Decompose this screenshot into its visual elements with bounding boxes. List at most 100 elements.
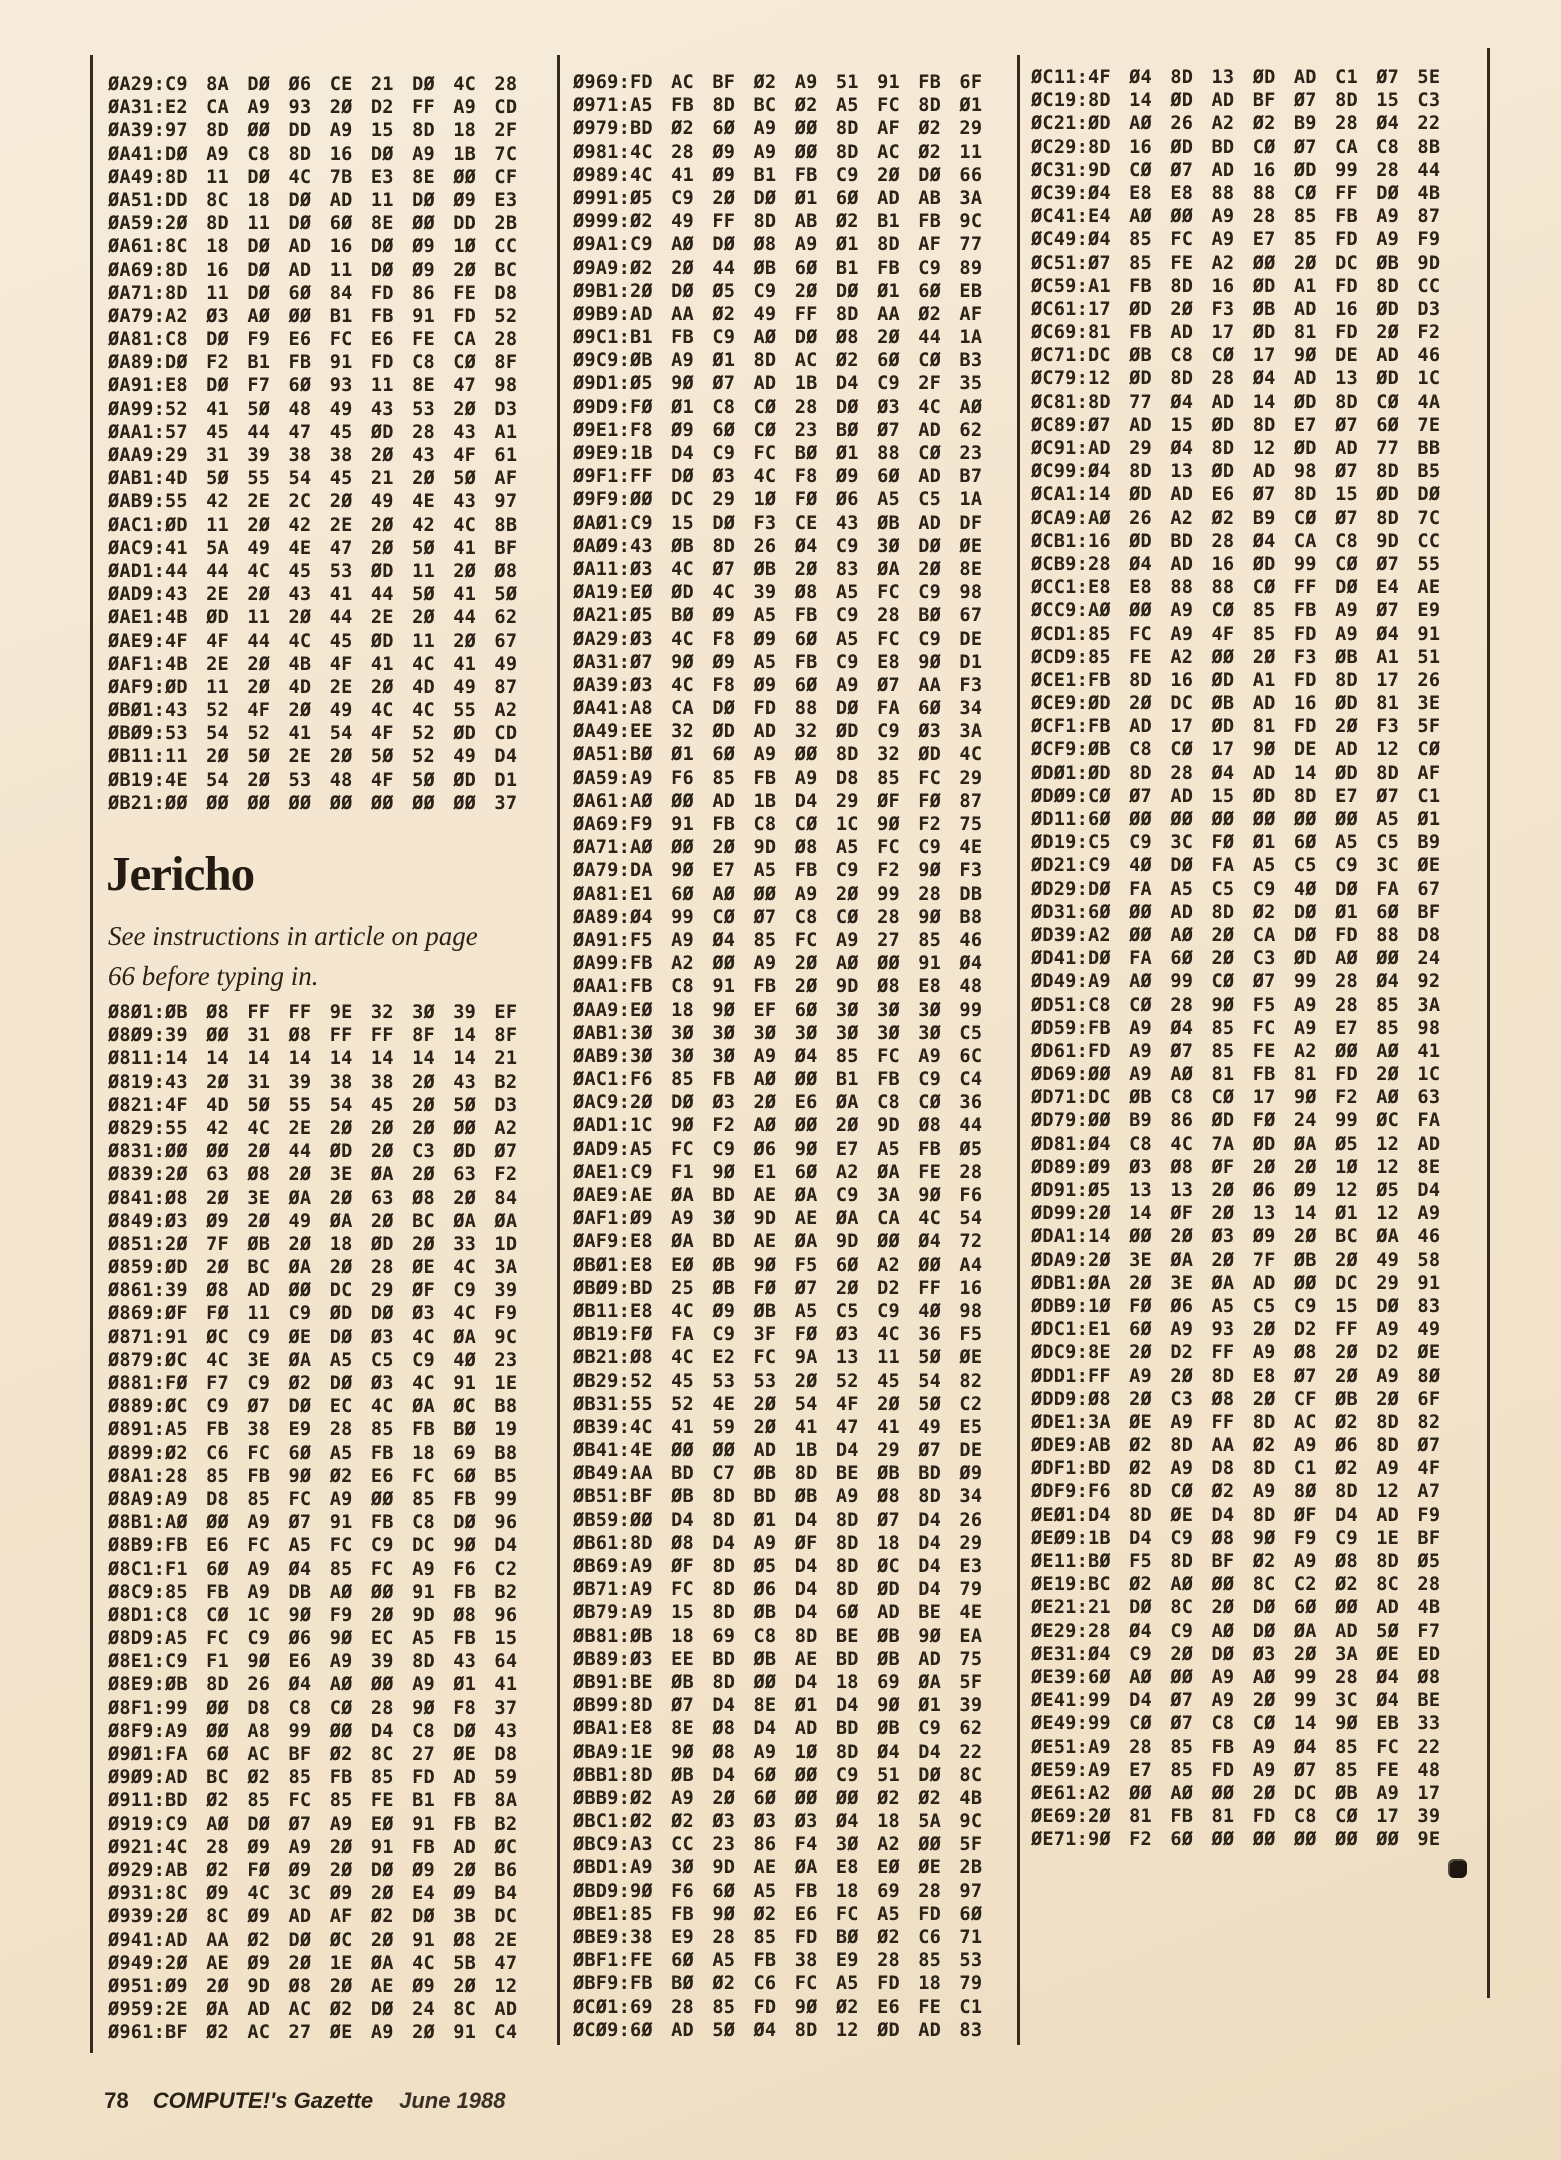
code-line: Ø9C9:ØB A9 Ø1 8D AC Ø2 6Ø CØ B3 xyxy=(573,350,983,372)
code-line: ØC91:AD 29 Ø4 8D 12 ØD AD 77 BB xyxy=(1031,438,1441,459)
code-line: ØC19:8D 14 ØD AD BF Ø7 8D 15 C3 xyxy=(1031,90,1441,112)
code-line: Ø9B1:2Ø DØ Ø5 C9 2Ø DØ Ø1 6Ø EB xyxy=(573,280,983,302)
code-line: ØAF1:Ø9 A9 3Ø 9D AE ØA CA 4C 54 xyxy=(573,1208,983,1230)
code-line: ØB59:ØØ D4 8D Ø1 D4 8D Ø7 D4 26 xyxy=(573,1509,983,1531)
code-line: ØDC9:8E 2Ø D2 FF A9 Ø8 2Ø D2 ØE xyxy=(1031,1342,1441,1364)
code-line: ØAD9:A5 FC C9 Ø6 9Ø E7 A5 FB Ø5 xyxy=(573,1138,983,1160)
code-line: ØB11:11 2Ø 5Ø 2E 2Ø 5Ø 52 49 D4 xyxy=(108,746,518,768)
code-line: ØAB1:4D 5Ø 55 54 45 21 2Ø 5Ø AF xyxy=(108,468,518,490)
code-line: ØDE1:3A ØE A9 FF 8D AC Ø2 8D 82 xyxy=(1031,1411,1441,1433)
code-line: Ø869:ØF FØ 11 C9 ØD DØ Ø3 4C F9 xyxy=(108,1303,518,1325)
code-line: ØCØ1:69 28 85 FD 9Ø Ø2 E6 FE C1 xyxy=(573,1996,983,2018)
code-line: Ø899:Ø2 C6 FC 6Ø A5 FB 18 69 B8 xyxy=(108,1442,518,1464)
code-line: Ø921:4C 28 Ø9 A9 2Ø 91 FB AD ØC xyxy=(108,1836,518,1858)
code-line: Ø9A9:Ø2 2Ø 44 ØB 6Ø B1 FB C9 89 xyxy=(573,257,983,279)
code-line: ØDØ1:ØD 8D 28 Ø4 AD 14 ØD 8D AF xyxy=(1031,762,1441,784)
code-line: ØE49:99 CØ Ø7 C8 CØ 14 9Ø EB 33 xyxy=(1031,1713,1441,1735)
page-footer: 78 COMPUTE!'s Gazette June 1988 xyxy=(92,2062,505,2114)
code-line: ØD69:ØØ A9 AØ 81 FB 81 FD 2Ø 1C xyxy=(1031,1064,1441,1086)
code-line: Ø8A9:A9 D8 85 FC A9 ØØ 85 FB 99 xyxy=(108,1488,518,1510)
code-line: ØBD9:9Ø F6 6Ø A5 FB 18 69 28 97 xyxy=(573,1880,983,1902)
code-line: Ø841:Ø8 2Ø 3E ØA 2Ø 63 Ø8 2Ø 84 xyxy=(108,1187,518,1209)
code-line: Ø979:BD Ø2 6Ø A9 ØØ 8D AF Ø2 29 xyxy=(573,118,983,140)
code-line: ØB41:4E ØØ ØØ AD 1B D4 29 Ø7 DE xyxy=(573,1440,983,1462)
left-column-rule xyxy=(90,55,93,2053)
code-line: Ø961:BF Ø2 AC 27 ØE A9 2Ø 91 C4 xyxy=(108,2022,518,2044)
code-line: ØBØ1:43 52 4F 2Ø 49 4C 4C 55 A2 xyxy=(108,700,518,722)
code-line: ØB51:BF ØB 8D BD ØB A9 Ø8 8D 34 xyxy=(573,1486,983,1508)
code-line: ØBB1:8D ØB D4 6Ø ØØ C9 51 DØ 8C xyxy=(573,1764,983,1786)
code-line: Ø9B9:AD AA Ø2 49 FF 8D AA Ø2 AF xyxy=(573,303,983,325)
code-line: ØBE9:38 E9 28 85 FD BØ Ø2 C6 71 xyxy=(573,1927,983,1948)
hex-listing-column1-top: ØA29:C9 8A DØ Ø6 CE 21 DØ 4C 28 ØA31:E2 C… xyxy=(108,73,517,815)
code-line: ØA61:AØ ØØ AD 1B D4 29 ØF FØ 87 xyxy=(573,790,983,812)
code-line: ØD51:C8 CØ 28 9Ø F5 A9 28 85 3A xyxy=(1031,994,1441,1016)
code-line: ØDC1:E1 6Ø A9 93 2Ø D2 FF A9 49 xyxy=(1031,1319,1441,1341)
code-line: ØC49:Ø4 85 FC A9 E7 85 FD A9 F9 xyxy=(1031,229,1441,251)
middle-column-rule-2 xyxy=(1017,55,1020,2045)
code-line: Ø881:FØ F7 C9 Ø2 DØ Ø3 4C 91 1E xyxy=(108,1373,518,1394)
code-line: ØDØ9:CØ Ø7 AD 15 ØD 8D E7 Ø7 C1 xyxy=(1031,785,1441,807)
code-line: ØD89:Ø9 Ø3 Ø8 ØF 2Ø 2Ø 1Ø 12 8E xyxy=(1031,1156,1441,1178)
code-line: Ø839:2Ø 63 Ø8 2Ø 3E ØA 2Ø 63 F2 xyxy=(108,1164,518,1186)
code-line: ØA51:DD 8C 18 DØ AD 11 DØ Ø9 E3 xyxy=(108,189,518,211)
code-line: ØA49:EE 32 ØD AD 32 ØD C9 Ø3 3A xyxy=(573,721,983,743)
code-line: ØCF1:FB AD 17 ØD 81 FD 2Ø F3 5F xyxy=(1031,716,1441,738)
code-line: Ø8A1:28 85 FB 9Ø Ø2 E6 FC 6Ø B5 xyxy=(108,1465,518,1487)
code-line: ØD41:DØ FA 6Ø 2Ø C3 ØD AØ ØØ 24 xyxy=(1031,948,1441,970)
code-line: ØAF9:E8 ØA BD AE ØA 9D ØØ Ø4 72 xyxy=(573,1231,983,1253)
code-line: ØB91:BE ØB 8D ØØ D4 18 69 ØA 5F xyxy=(573,1671,983,1693)
code-line: ØE51:A9 28 85 FB A9 Ø4 85 FC 22 xyxy=(1031,1736,1441,1758)
code-line: ØA69:8D 16 DØ AD 11 DØ Ø9 2Ø BC xyxy=(108,259,518,281)
code-line: ØA21:Ø5 BØ Ø9 A5 FB C9 28 BØ 67 xyxy=(573,605,983,627)
code-line: Ø821:4F 4D 5Ø 55 54 45 2Ø 5Ø D3 xyxy=(108,1094,518,1116)
code-line: ØA99:FB A2 ØØ A9 2Ø AØ ØØ 91 Ø4 xyxy=(573,953,983,975)
code-line: ØBØ1:E8 EØ ØB 9Ø F5 6Ø A2 ØØ A4 xyxy=(573,1254,983,1276)
code-line: ØB21:Ø8 4C E2 FC 9A 13 11 5Ø ØE xyxy=(573,1347,983,1369)
code-line: Ø999:Ø2 49 FF 8D AB Ø2 B1 FB 9C xyxy=(573,211,983,233)
code-line: ØB21:ØØ ØØ ØØ ØØ ØØ ØØ ØØ ØØ 37 xyxy=(108,792,518,814)
code-line: ØB89:Ø3 EE BD ØB AE BD ØB AD 75 xyxy=(573,1648,983,1670)
code-line: Ø829:55 42 4C 2E 2Ø 2Ø 2Ø ØØ A2 xyxy=(108,1117,518,1139)
code-line: ØBC9:A3 CC 23 86 F4 3Ø A2 ØØ 5F xyxy=(573,1834,983,1856)
code-line: ØAF1:4B 2E 2Ø 4B 4F 41 4C 41 49 xyxy=(108,653,518,675)
code-line: ØC69:81 FB AD 17 ØD 81 FD 2Ø F2 xyxy=(1031,322,1441,344)
code-line: ØA79:DA 9Ø E7 A5 FB C9 F2 9Ø F3 xyxy=(573,860,983,882)
code-line: ØAC9:41 5A 49 4E 47 2Ø 5Ø 41 BF xyxy=(108,537,518,559)
code-line: ØC59:A1 FB 8D 16 ØD A1 FD 8D CC xyxy=(1031,275,1441,297)
code-line: Ø889:ØC C9 Ø7 DØ EC 4C ØA ØC B8 xyxy=(108,1396,518,1418)
code-line: Ø9F9:ØØ DC 29 1Ø FØ Ø6 A5 C5 1A xyxy=(573,489,983,511)
code-line: ØC51:Ø7 85 FE A2 ØØ 2Ø DC ØB 9D xyxy=(1031,252,1441,274)
code-line: ØAØ9:43 ØB 8D 26 Ø4 C9 3Ø DØ ØE xyxy=(573,535,983,557)
code-line: ØE69:2Ø 81 FB 81 FD C8 CØ 17 39 xyxy=(1031,1806,1441,1828)
code-line: Ø8F9:A9 ØØ A8 99 ØØ D4 C8 DØ 43 xyxy=(108,1720,518,1742)
code-line: Ø8F1:99 ØØ D8 C8 CØ 28 9Ø F8 37 xyxy=(108,1697,518,1719)
code-line: ØA61:8C 18 DØ AD 16 DØ Ø9 1Ø CC xyxy=(108,236,518,258)
hex-listing-column1-bottom: Ø8Ø1:ØB Ø8 FF FF 9E 32 3Ø 39 EF Ø8Ø9:39 Ø… xyxy=(108,1001,517,2044)
code-line: Ø8D1:C8 CØ 1C 9Ø F9 2Ø 9D Ø8 96 xyxy=(108,1604,518,1626)
code-line: ØB19:4E 54 2Ø 53 48 4F 5Ø ØD D1 xyxy=(108,769,518,791)
code-line: ØCA9:AØ 26 A2 Ø2 B9 CØ Ø7 8D 7C xyxy=(1031,507,1441,529)
code-line: ØC31:9D CØ Ø7 AD 16 ØD 99 28 44 xyxy=(1031,159,1441,181)
code-line: ØDD1:FF A9 2Ø 8D E8 Ø7 2Ø A9 8Ø xyxy=(1031,1365,1441,1387)
code-line: ØAØ1:C9 15 DØ F3 CE 43 ØB AD DF xyxy=(573,512,983,534)
code-line: ØB81:ØB 18 69 C8 8D BE ØB 9Ø EA xyxy=(573,1625,983,1647)
code-line: Ø891:A5 FB 38 E9 28 85 FB BØ 19 xyxy=(108,1419,518,1441)
code-line: ØAE1:4B ØD 11 2Ø 44 2E 2Ø 44 62 xyxy=(108,607,518,629)
program-title: Jericho xyxy=(106,846,255,901)
code-line: ØCF9:ØB C8 CØ 17 9Ø DE AD 12 CØ xyxy=(1031,739,1441,761)
code-line: ØC29:8D 16 ØD BD CØ Ø7 CA C8 8B xyxy=(1031,136,1441,158)
code-line: ØDD9:Ø8 2Ø C3 Ø8 2Ø CF ØB 2Ø 6F xyxy=(1031,1388,1441,1410)
code-line: ØE39:6Ø AØ ØØ A9 AØ 99 28 Ø4 Ø8 xyxy=(1031,1666,1441,1688)
code-line: ØA69:F9 91 FB C8 CØ 1C 9Ø F2 75 xyxy=(573,814,983,835)
code-line: ØA91:F5 A9 Ø4 85 FC A9 27 85 46 xyxy=(573,929,983,951)
code-line: Ø939:2Ø 8C Ø9 AD AF Ø2 DØ 3B DC xyxy=(108,1906,518,1928)
code-line: ØCC9:AØ ØØ A9 CØ 85 FB A9 Ø7 E9 xyxy=(1031,600,1441,622)
code-line: ØC99:Ø4 8D 13 ØD AD 98 Ø7 8D B5 xyxy=(1031,461,1441,483)
code-line: ØDF9:F6 8D CØ Ø2 A9 8Ø 8D 12 A7 xyxy=(1031,1481,1441,1503)
code-line: Ø8E1:C9 F1 9Ø E6 A9 39 8D 43 64 xyxy=(108,1651,518,1673)
code-line: ØC21:ØD AØ 26 A2 Ø2 B9 28 Ø4 22 xyxy=(1031,113,1441,135)
code-line: Ø9Ø1:FA 6Ø AC BF Ø2 8C 27 ØE D8 xyxy=(108,1744,518,1765)
code-line: ØB69:A9 ØF 8D Ø5 D4 8D ØC D4 E3 xyxy=(573,1556,983,1577)
code-line: ØA59:A9 F6 85 FB A9 D8 85 FC 29 xyxy=(573,767,983,789)
